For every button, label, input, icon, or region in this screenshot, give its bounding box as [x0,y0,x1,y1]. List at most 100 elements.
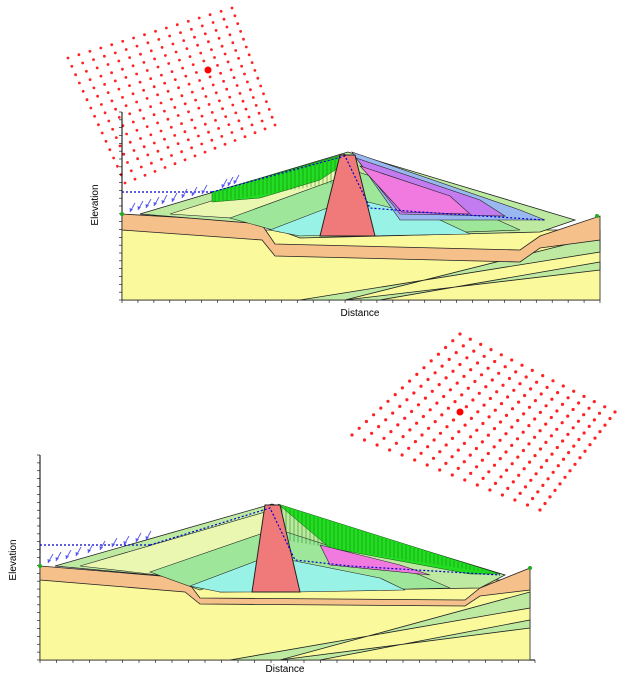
grid-point-icon [567,451,571,455]
grid-point-icon [362,438,367,442]
grid-point-icon [469,471,473,475]
grid-point-icon [587,424,591,428]
grid-point-icon [214,29,218,32]
grid-point-icon [533,399,538,403]
axis-ticks-bottom [37,454,536,663]
grid-point-icon [107,119,111,123]
grid-point-icon [198,79,202,82]
grid-point-icon [357,426,361,430]
grid-point-icon [156,149,160,153]
grid-point-icon [103,83,106,86]
bottom-model-panel: Distance Elevation [8,332,617,673]
grid-point-icon [499,475,503,479]
grid-point-icon [217,126,221,130]
grid-point-icon [117,116,121,119]
grid-point-icon [163,166,167,169]
grid-point-icon [460,393,464,397]
grid-point-icon [214,119,217,122]
grid-point-icon [190,27,193,31]
grid-point-icon [114,136,118,140]
grid-point-icon [521,448,526,453]
grid-point-icon [433,371,437,375]
grid-point-icon [110,71,113,75]
grid-point-icon [81,61,85,65]
grid-point-icon [444,345,448,350]
grid-point-icon [170,70,174,73]
grid-point-icon [132,149,136,152]
grid-point-icon [256,76,260,80]
load-arrows-top [129,174,240,213]
grid-point-icon [372,413,376,417]
grid-point-icon [528,460,532,464]
grid-point-icon [128,56,132,59]
grid-point-icon [593,436,597,440]
grid-point-icon [243,72,246,76]
grid-point-icon [545,459,549,463]
grid-point-icon [394,441,398,445]
load-arrow-icon [137,206,141,210]
grid-point-icon [220,44,224,48]
grid-point-icon [149,49,153,53]
grid-point-icon [108,148,112,152]
grid-point-icon [230,131,234,134]
critical-center-bottom [456,408,464,416]
grid-point-icon [506,486,510,490]
grid-point-icon [444,376,448,380]
grid-point-icon [118,144,122,148]
grid-point-icon [194,98,198,102]
grid-point-icon [173,162,177,166]
grid-point-icon [578,456,582,460]
grid-point-icon [447,357,451,361]
grid-point-icon [85,69,88,73]
grid-point-icon [253,69,257,72]
grid-point-icon [97,123,100,127]
grid-point-icon [382,436,386,440]
grid-point-icon [469,416,473,420]
slip-mass-bottom [277,503,501,575]
grid-point-icon [566,396,570,400]
grid-point-icon [104,139,108,143]
grid-point-icon [435,401,439,405]
grid-point-icon [135,44,139,48]
grid-point-icon [167,62,171,65]
grid-point-icon [156,93,160,97]
load-arrow-icon [135,538,139,542]
grid-point-icon [77,53,81,57]
grid-point-icon [506,395,510,399]
grid-point-icon [218,99,221,103]
grid-point-icon [598,430,602,434]
grid-point-icon [603,405,607,409]
grid-point-icon [481,421,485,426]
grid-point-icon [522,412,526,416]
grid-point-icon [391,411,395,415]
grid-point-icon [456,448,460,452]
grid-point-icon [236,22,240,25]
grid-point-icon [152,85,156,89]
grid-point-icon [135,128,139,132]
grid-point-icon [462,374,466,378]
grid-point-icon [224,115,228,118]
anchor-point-icon [38,564,42,568]
grid-point-icon [497,371,501,375]
grid-point-icon [482,403,486,407]
cutoff-fill-top [121,213,601,263]
load-arrow-icon [47,559,51,563]
grid-point-icon [190,146,194,150]
grid-point-icon [523,393,527,398]
load-arrow-icon [161,200,165,204]
slip-center-grid-bottom [350,332,617,512]
grid-point-icon [438,468,442,472]
load-arrow-icon [75,552,79,556]
grid-point-icon [408,428,412,432]
grid-point-icon [138,108,142,112]
grid-point-icon [538,447,543,451]
grid-point-icon [135,100,139,104]
grid-point-icon [560,402,565,406]
grid-point-icon [388,448,392,452]
grid-point-icon [221,107,224,111]
grid-point-icon [159,101,163,105]
grid-point-icon [550,452,554,456]
grid-point-icon [419,384,423,388]
grid-point-icon [93,114,96,118]
